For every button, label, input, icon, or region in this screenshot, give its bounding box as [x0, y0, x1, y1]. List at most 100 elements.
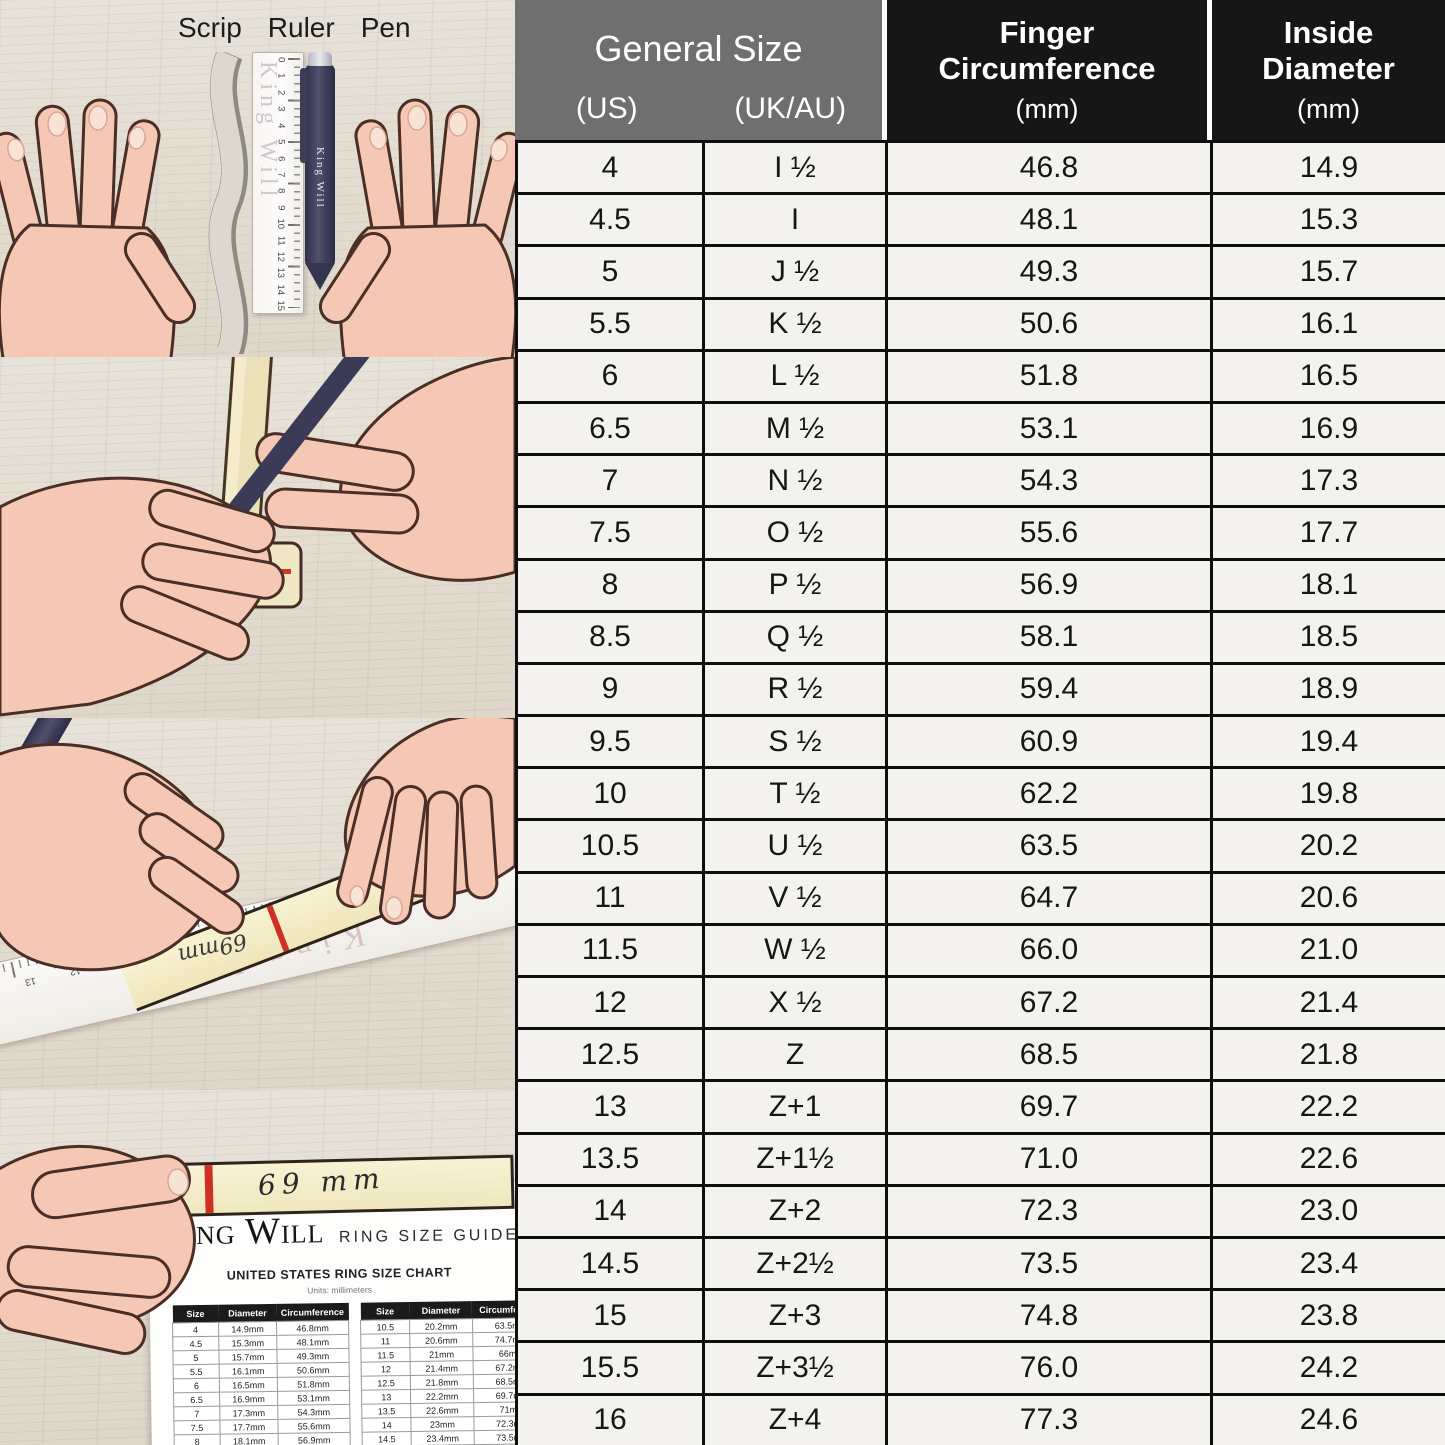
mini-cell-diameter: 22.2mm: [410, 1388, 474, 1404]
cell-inside-diameter: 18.5: [1210, 609, 1445, 665]
cell-us-size: 9.5: [515, 714, 705, 770]
cell-inside-diameter: 18.9: [1210, 661, 1445, 718]
cell-us-size: 7.5: [515, 505, 705, 561]
mini-cell-size: 12: [361, 1361, 411, 1377]
mini-cell-circumference: 46.8mm: [276, 1320, 349, 1336]
handwritten-measurement: 69 mm: [257, 1161, 387, 1203]
mini-cell-diameter: 21.4mm: [410, 1360, 473, 1376]
cell-us-size: 12: [515, 974, 705, 1031]
mini-cell-diameter: 23.4mm: [411, 1430, 474, 1445]
table-row: 10.5 U ½ 63.5 20.2: [515, 818, 1445, 874]
cell-us-size: 11.5: [515, 922, 705, 979]
panel-ring-size-guide: King Will RING SIZE GUIDE UNITED STATES …: [0, 1090, 515, 1445]
mini-cell-diameter: 21mm: [410, 1346, 473, 1362]
pen-clip: [300, 68, 307, 163]
mini-cell-circumference: 71mm: [473, 1401, 515, 1417]
cell-circumference: 59.4: [885, 661, 1213, 718]
hand-holding-strip-illustration: [0, 1144, 196, 1355]
panel-measuring-tools: Scrip Ruler Pen K: [0, 0, 515, 358]
header-finger-mm: (mm): [1015, 93, 1079, 124]
table-row: 14 Z+2 72.3 23.0: [515, 1183, 1445, 1239]
table-row: 12 X ½ 67.2 21.4: [515, 974, 1445, 1031]
cell-inside-diameter: 22.2: [1210, 1079, 1445, 1135]
mini-table-row: 14.5 23.4mm 73.5mm: [362, 1429, 515, 1445]
cell-circumference: 66.0: [885, 922, 1213, 979]
cell-uk-au-size: S ½: [702, 714, 888, 770]
table-row: 16 Z+4 77.3 24.6: [515, 1392, 1445, 1445]
ruler-number: 1: [275, 73, 287, 79]
ruler-number: 0: [275, 57, 287, 63]
cell-uk-au-size: Z+1½: [702, 1131, 888, 1187]
cell-us-size: 6.5: [515, 400, 705, 457]
table-row: 7 N ½ 54.3 17.3: [515, 453, 1445, 509]
mini-cell-circumference: 63.5mm: [472, 1317, 515, 1333]
mini-cell-circumference: 69.7mm: [473, 1387, 515, 1403]
cell-uk-au-size: Z+2½: [702, 1235, 888, 1292]
mini-cell-circumference: 74.7mm: [472, 1331, 515, 1347]
pen-illustration: King Will: [300, 52, 335, 290]
mini-cell-circumference: 48.1mm: [276, 1334, 349, 1350]
cell-us-size: 4: [515, 139, 705, 196]
cell-circumference: 76.0: [885, 1340, 1213, 1396]
cell-inside-diameter: 17.3: [1210, 453, 1445, 509]
header-general-size-title: General Size: [594, 28, 803, 69]
cell-circumference: 67.2: [885, 974, 1213, 1031]
header-inside-diameter: Inside Diameter (mm): [1212, 0, 1445, 140]
tools-labels: Scrip Ruler Pen: [178, 12, 411, 44]
left-hand-illustration: [0, 98, 197, 357]
cell-inside-diameter: 21.8: [1210, 1027, 1445, 1083]
mini-header-size: Size: [360, 1302, 410, 1321]
header-inside-line1: Inside: [1283, 15, 1374, 51]
cell-circumference: 63.5: [885, 818, 1213, 874]
table-row: 13 Z+1 69.7 22.2: [515, 1079, 1445, 1135]
cell-circumference: 49.3: [885, 244, 1213, 300]
cell-inside-diameter: 14.9: [1210, 139, 1445, 196]
cell-inside-diameter: 24.6: [1210, 1392, 1445, 1445]
cell-us-size: 8.5: [515, 609, 705, 665]
header-inside-mm: (mm): [1297, 93, 1360, 124]
cell-us-size: 10: [515, 766, 705, 822]
cell-circumference: 56.9: [885, 557, 1213, 613]
ruler-number: 5: [275, 139, 287, 145]
table-row: 9.5 S ½ 60.9 19.4: [515, 714, 1445, 770]
table-row: 9 R ½ 59.4 18.9: [515, 661, 1445, 718]
mini-cell-circumference: 54.3mm: [277, 1404, 350, 1420]
table-row: 8 P ½ 56.9 18.1: [515, 557, 1445, 613]
cell-circumference: 68.5: [885, 1027, 1213, 1083]
table-row: 4 I ½ 46.8 14.9: [515, 139, 1445, 196]
ruler-number: 13: [275, 267, 287, 279]
mini-cell-circumference: 53.1mm: [277, 1390, 350, 1406]
cell-uk-au-size: L ½: [702, 348, 888, 404]
header-divider: [882, 0, 887, 140]
label-pen: Pen: [360, 12, 411, 43]
cell-us-size: 4.5: [515, 192, 705, 248]
cell-inside-diameter: 19.8: [1210, 766, 1445, 822]
mini-cell-diameter: 21.8mm: [410, 1374, 474, 1390]
mini-cell-circumference: 67.2mm: [472, 1359, 515, 1375]
cell-inside-diameter: 17.7: [1210, 505, 1445, 561]
header-us: (US): [575, 92, 638, 125]
cell-inside-diameter: 18.1: [1210, 557, 1445, 613]
mini-cell-size: 11.5: [360, 1347, 411, 1363]
cell-circumference: 51.8: [885, 348, 1213, 404]
cell-circumference: 64.7: [885, 870, 1213, 926]
label-scrip: Scrip: [178, 12, 242, 43]
table-row: 5 J ½ 49.3 15.7: [515, 244, 1445, 300]
table-row: 14.5 Z+2½ 73.5 23.4: [515, 1235, 1445, 1292]
cell-uk-au-size: Z+4: [702, 1392, 888, 1445]
table-row: 4.5 I 48.1 15.3: [515, 192, 1445, 248]
mini-cell-circumference: 55.6mm: [277, 1418, 351, 1434]
table-row: 13.5 Z+1½ 71.0 22.6: [515, 1131, 1445, 1187]
cell-inside-diameter: 22.6: [1210, 1131, 1445, 1187]
cell-uk-au-size: Z+3: [702, 1288, 888, 1344]
cell-inside-diameter: 16.1: [1210, 296, 1445, 352]
ruler-number: 14: [275, 284, 287, 295]
ruler-number: 3: [275, 106, 287, 112]
cell-uk-au-size: Z: [702, 1027, 888, 1083]
cell-circumference: 53.1: [885, 400, 1213, 457]
cell-circumference: 72.3: [885, 1183, 1213, 1239]
ruler-brand-watermark: King Will: [255, 61, 281, 202]
ruler-number: 7: [275, 172, 287, 178]
cell-inside-diameter: 16.9: [1210, 400, 1445, 457]
